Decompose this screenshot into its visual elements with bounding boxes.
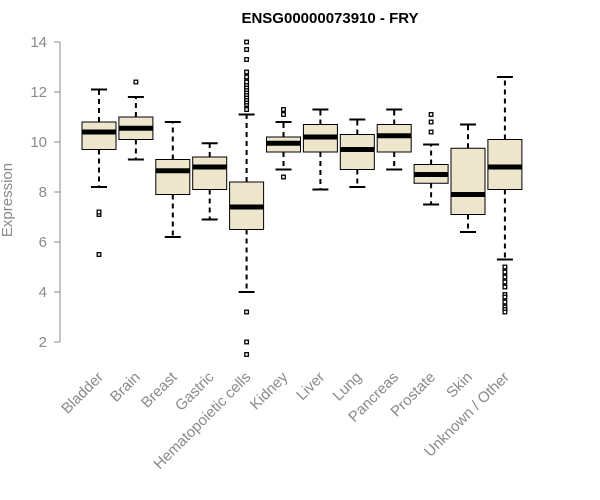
box-liver (302, 108, 338, 191)
x-tick-label: Liver (293, 369, 328, 404)
box-skin (450, 123, 486, 233)
outlier-point (96, 209, 102, 215)
box-breast (155, 121, 191, 238)
box-unknown-other (487, 76, 523, 315)
x-tick-label: Kidney (247, 368, 292, 413)
box-series (81, 39, 523, 357)
y-tick-label: 4 (39, 284, 47, 301)
chart-title: ENSG00000073910 - FRY (241, 10, 418, 27)
outlier-point (244, 79, 250, 85)
outlier-point (502, 294, 508, 300)
outlier-point (244, 74, 250, 80)
outlier-point (244, 309, 250, 315)
box-hematopoietic-cells (229, 39, 265, 357)
y-tick-label: 8 (39, 184, 47, 201)
y-tick-label: 2 (39, 334, 47, 351)
outlier-point (244, 57, 250, 62)
outlier-point (244, 107, 250, 112)
iqr-box (450, 147, 486, 215)
iqr-box (155, 159, 191, 195)
outlier-point (502, 264, 508, 270)
outlier-point (502, 274, 508, 280)
y-axis: 2 4 6 8 10 12 14 (30, 34, 61, 351)
y-tick-label: 6 (39, 234, 47, 251)
box-bladder (81, 88, 117, 257)
outlier-point (502, 269, 508, 275)
box-pancreas (376, 108, 412, 171)
box-prostate (413, 112, 449, 206)
box-brain (118, 79, 154, 161)
y-tick-label: 14 (30, 34, 47, 51)
x-tick-label: Skin (443, 369, 476, 402)
y-tick-label: 10 (30, 134, 47, 151)
outlier-point (281, 112, 286, 117)
box-kidney (266, 107, 301, 180)
outlier-point (133, 79, 139, 85)
iqr-box (81, 121, 117, 150)
outlier-point (502, 284, 508, 290)
outlier-point (502, 299, 508, 305)
outlier-point (244, 339, 250, 345)
outlier-point (96, 252, 102, 257)
outlier-point (502, 309, 508, 315)
outlier-point (244, 352, 250, 357)
outlier-point (502, 279, 508, 285)
outlier-point (244, 69, 250, 75)
outlier-point (244, 39, 250, 45)
y-tick-label: 12 (30, 84, 47, 101)
outlier-point (244, 47, 250, 52)
y-axis-label: Expression (0, 163, 16, 237)
x-tick-label: Bladder (58, 369, 107, 418)
box-gastric (192, 142, 228, 221)
box-lung (339, 118, 375, 188)
outlier-point (428, 112, 434, 117)
outlier-point (428, 129, 434, 135)
outlier-point (281, 107, 286, 112)
outlier-point (428, 119, 434, 125)
outlier-point (281, 174, 286, 180)
iqr-box (192, 156, 228, 190)
